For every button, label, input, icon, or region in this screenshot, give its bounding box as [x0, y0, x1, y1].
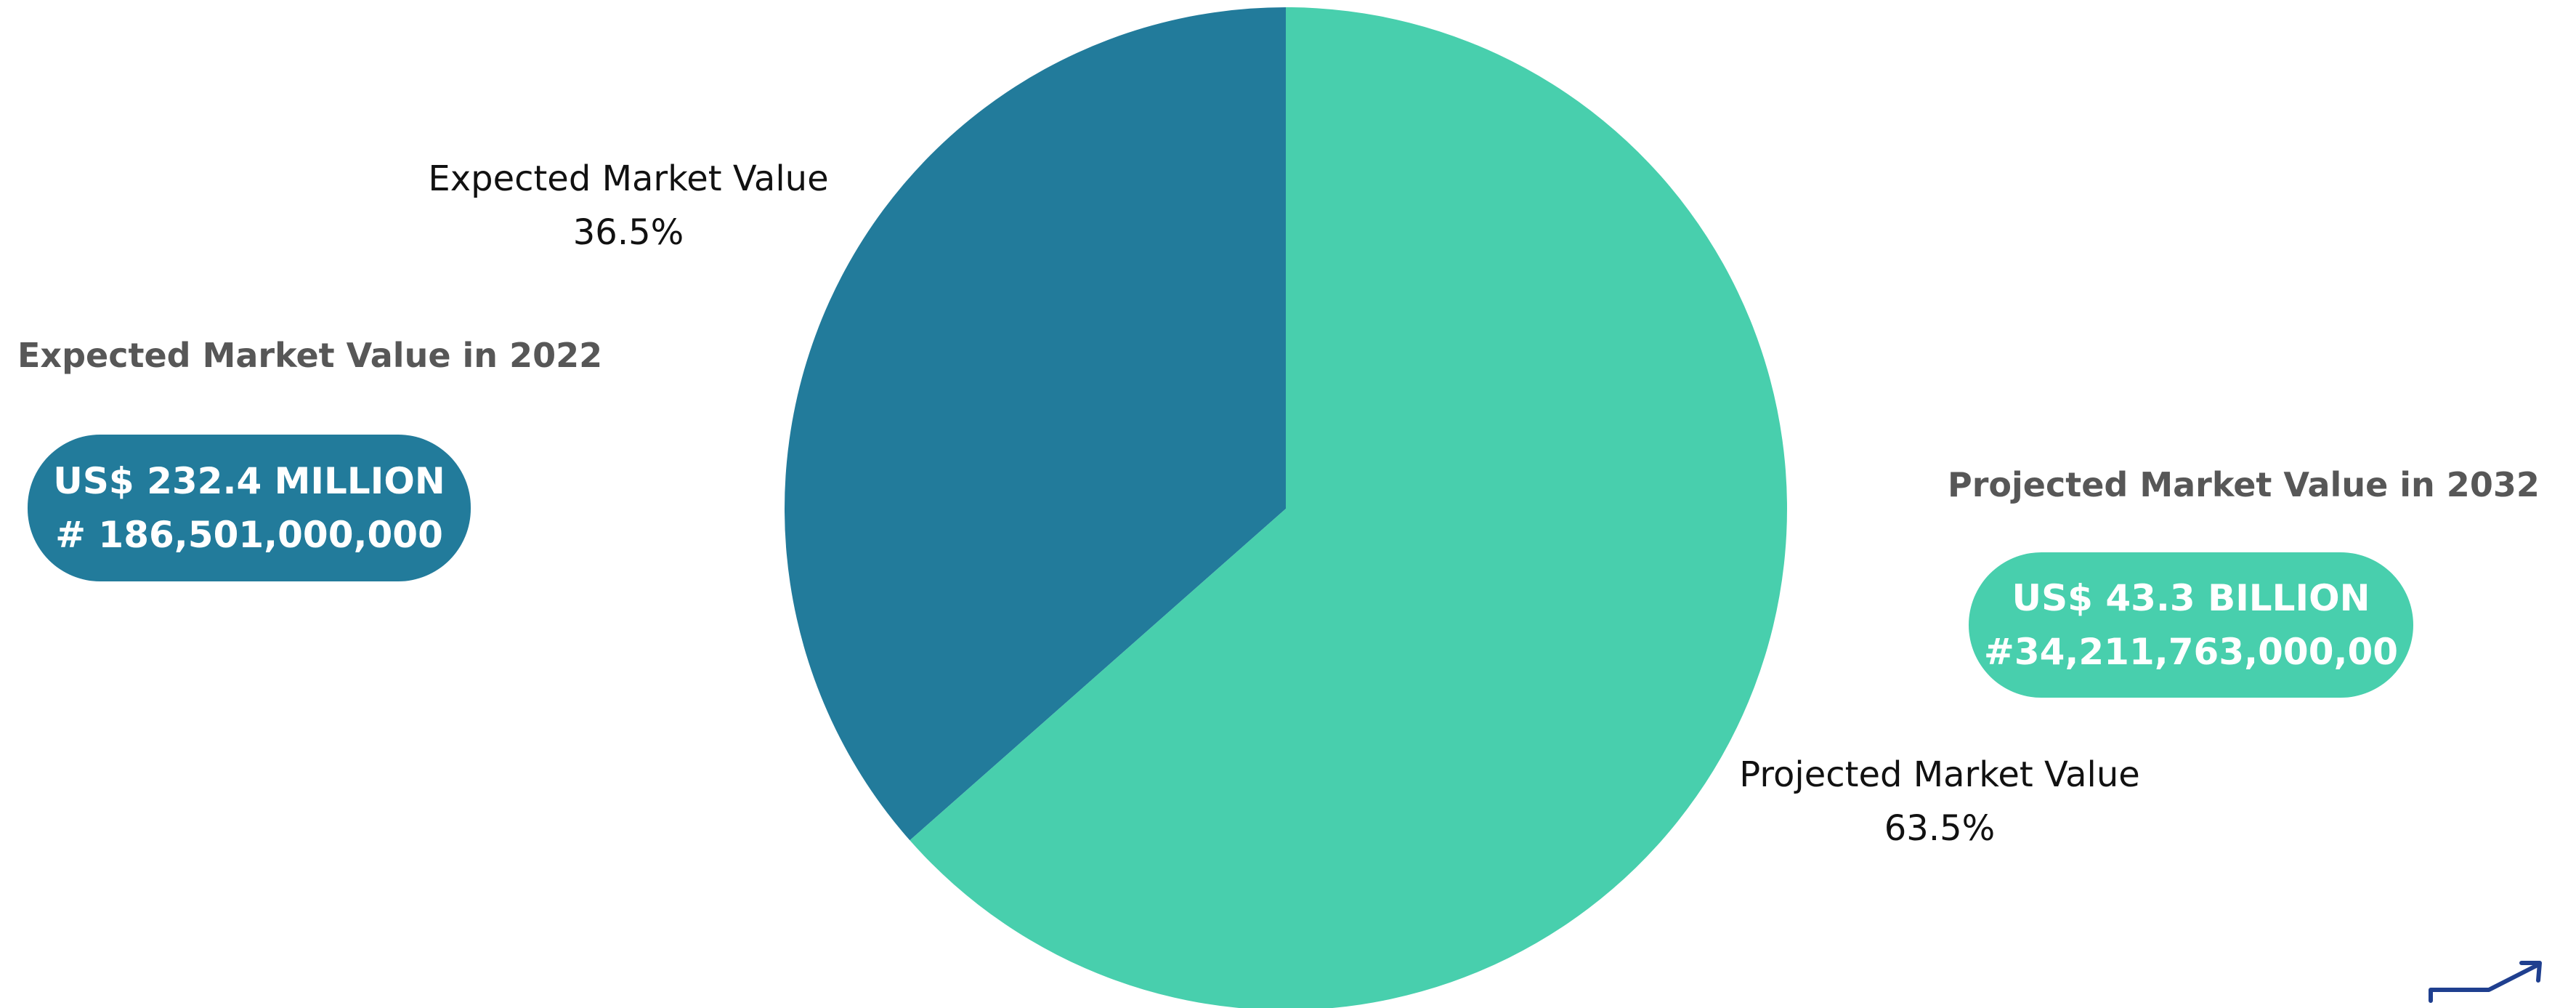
expected-value-usd: US$ 232.4 MILLION: [53, 460, 445, 502]
projected-value-naira: #34,211,763,000,00: [1983, 631, 2399, 673]
slice-value-label: 36.5%: [573, 212, 684, 253]
pie-slice-projected-market-value: [910, 7, 1787, 1008]
projected-value-usd: US$ 43.3 BILLION: [2012, 577, 2370, 619]
expected-value-naira: # 186,501,000,000: [55, 514, 443, 556]
slice-category-label: Expected Market Value: [428, 158, 828, 199]
pie-slice-expected-market-value: [785, 7, 1286, 841]
slice-value-label: 63.5%: [1884, 808, 1995, 849]
growth-arrow-icon: [2429, 961, 2542, 1003]
expected-value-badge: US$ 232.4 MILLION # 186,501,000,000: [28, 435, 471, 581]
projected-value-badge: US$ 43.3 BILLION #34,211,763,000,00: [1969, 552, 2413, 698]
expected-value-heading: Expected Market Value in 2022: [17, 336, 603, 375]
projected-value-heading: Projected Market Value in 2032: [1948, 465, 2540, 504]
slice-category-label: Projected Market Value: [1739, 754, 2140, 795]
